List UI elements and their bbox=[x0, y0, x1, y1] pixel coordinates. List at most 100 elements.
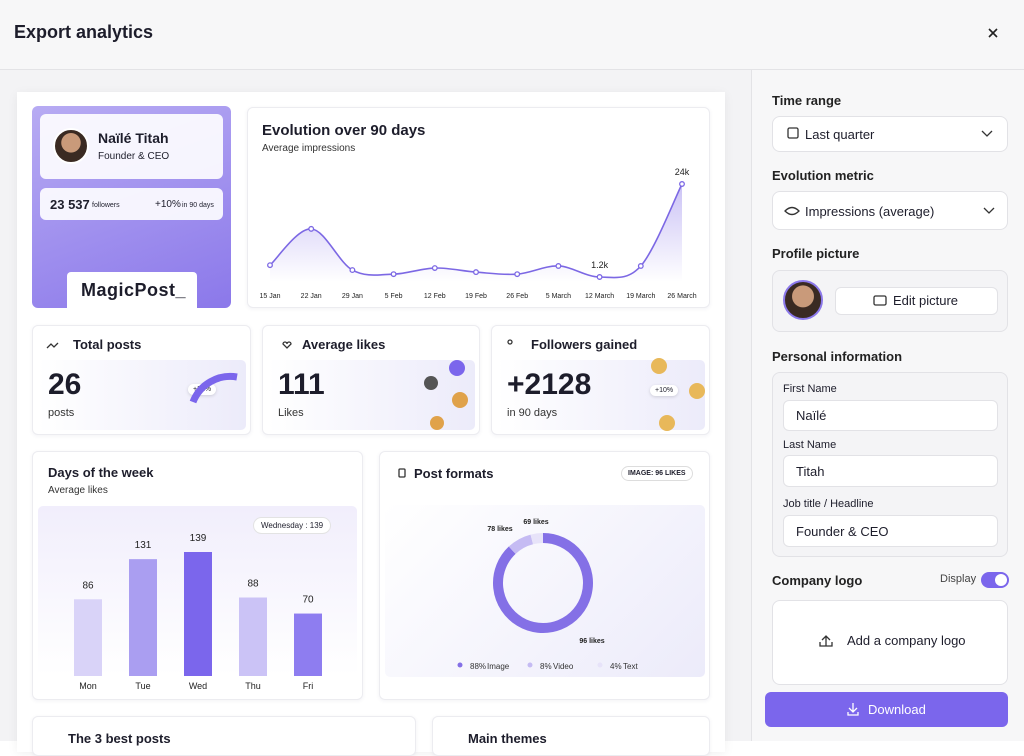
x-tick-label: 12 March bbox=[585, 293, 614, 300]
brand: MagicPost_ bbox=[81, 280, 187, 300]
x-tick-label: 26 March bbox=[667, 293, 696, 300]
upload-icon bbox=[819, 635, 833, 647]
pie-slice bbox=[508, 534, 534, 554]
field-label: Evolution metric bbox=[772, 168, 874, 183]
x-tick-label: 12 Feb bbox=[424, 293, 446, 300]
profile-role: Founder & CEO bbox=[98, 151, 170, 162]
avatar bbox=[783, 280, 823, 320]
line-point bbox=[308, 225, 315, 232]
text-input[interactable] bbox=[783, 455, 998, 487]
line-point bbox=[431, 265, 438, 271]
x-tick-label: Fri bbox=[303, 681, 314, 691]
chevron-icon bbox=[981, 130, 993, 137]
line-point bbox=[596, 274, 603, 280]
legend-swatch bbox=[597, 662, 603, 668]
data-label: 131 bbox=[135, 540, 152, 551]
chart-title: Evolution over 90 days bbox=[262, 122, 425, 139]
text-input[interactable] bbox=[783, 400, 998, 431]
chart-subtitle: Average impressions bbox=[262, 143, 355, 154]
time-range-select[interactable] bbox=[772, 116, 1008, 152]
legend-label: Video bbox=[553, 662, 574, 671]
line-point bbox=[679, 181, 685, 187]
pie-slice bbox=[493, 533, 593, 633]
emoji bbox=[452, 392, 468, 408]
stat-value: 26 bbox=[48, 368, 82, 401]
progress-arc bbox=[189, 372, 238, 404]
metric-select[interactable] bbox=[772, 191, 1008, 230]
download-icon bbox=[847, 703, 859, 716]
trend-icon bbox=[46, 342, 59, 349]
input-value: Titah bbox=[796, 464, 825, 479]
data-label: 86 bbox=[82, 580, 94, 591]
eye-icon bbox=[784, 206, 800, 216]
line-point bbox=[349, 267, 356, 274]
stat-badge: +10% bbox=[650, 385, 679, 396]
line-point bbox=[555, 263, 562, 269]
chart-title: Post formats bbox=[414, 466, 493, 481]
upload-label: Add a company logo bbox=[847, 633, 966, 648]
x-tick-label: Mon bbox=[79, 681, 97, 691]
legend-value: 88% bbox=[470, 662, 486, 671]
avatar bbox=[53, 128, 89, 164]
input-value: Naïlé bbox=[796, 408, 827, 423]
profile-name: Naïlé Titah bbox=[98, 130, 169, 146]
stat-title: Followers gained bbox=[531, 337, 638, 352]
chevron-icon bbox=[983, 207, 995, 214]
display-toggle[interactable] bbox=[981, 572, 1009, 588]
stat-unit: in 90 days bbox=[507, 407, 558, 419]
line-point bbox=[637, 263, 644, 269]
text-input[interactable] bbox=[783, 515, 998, 547]
followers-count: 23 537 bbox=[50, 197, 90, 212]
logo-upload[interactable] bbox=[772, 600, 1008, 685]
download-button[interactable] bbox=[765, 692, 1008, 727]
format-badge: IMAGE: 96 LIKES bbox=[621, 466, 693, 481]
calendar-icon bbox=[787, 127, 799, 139]
bar-annotation: Wednesday : 139 bbox=[253, 517, 332, 534]
line-point bbox=[514, 271, 521, 278]
line-point bbox=[267, 262, 273, 269]
x-tick-label: 22 Jan bbox=[301, 293, 322, 300]
slice-annotation: 78 likes bbox=[487, 526, 512, 533]
heart-icon bbox=[282, 341, 292, 349]
select-value: Last quarter bbox=[805, 127, 875, 142]
followers-label: followers bbox=[92, 202, 120, 209]
close-button[interactable] bbox=[986, 26, 1000, 40]
emoji bbox=[651, 358, 667, 374]
legend-value: 4% bbox=[610, 662, 622, 671]
field-label: Personal information bbox=[772, 349, 903, 364]
file-icon bbox=[398, 468, 406, 478]
x-tick-label: 19 Feb bbox=[465, 293, 487, 300]
bar bbox=[294, 613, 322, 676]
bar bbox=[129, 559, 157, 676]
legend-label: Text bbox=[623, 662, 638, 671]
x-tick-label: 19 March bbox=[626, 293, 655, 300]
emoji bbox=[449, 360, 465, 376]
data-label: 70 bbox=[302, 595, 314, 606]
dialog-title: Export analytics bbox=[14, 22, 154, 42]
line-point bbox=[473, 269, 479, 276]
input-value: Founder & CEO bbox=[796, 524, 889, 539]
header bbox=[0, 0, 1024, 70]
stat-unit: posts bbox=[48, 407, 75, 419]
x-tick-label: 5 Feb bbox=[385, 293, 403, 300]
chart-subtitle: Average likes bbox=[48, 485, 108, 496]
input-label: Job title / Headline bbox=[783, 498, 874, 510]
emoji bbox=[689, 383, 705, 399]
followers-box bbox=[40, 188, 223, 220]
stat-title: Average likes bbox=[302, 337, 386, 352]
edit-picture-button[interactable] bbox=[835, 287, 998, 315]
stat-panel bbox=[38, 360, 246, 430]
stat-value: 111 bbox=[278, 368, 325, 401]
slice-annotation: 96 likes bbox=[579, 638, 604, 645]
chart-title: Days of the week bbox=[48, 465, 154, 480]
brand-tab bbox=[67, 272, 197, 308]
pie-slice bbox=[530, 533, 544, 545]
x-tick-label: Thu bbox=[245, 681, 261, 691]
emoji bbox=[659, 415, 675, 431]
emoji bbox=[424, 376, 438, 390]
emoji bbox=[430, 416, 444, 430]
field-label: Profile picture bbox=[772, 246, 860, 261]
stat-title: Total posts bbox=[73, 337, 142, 352]
